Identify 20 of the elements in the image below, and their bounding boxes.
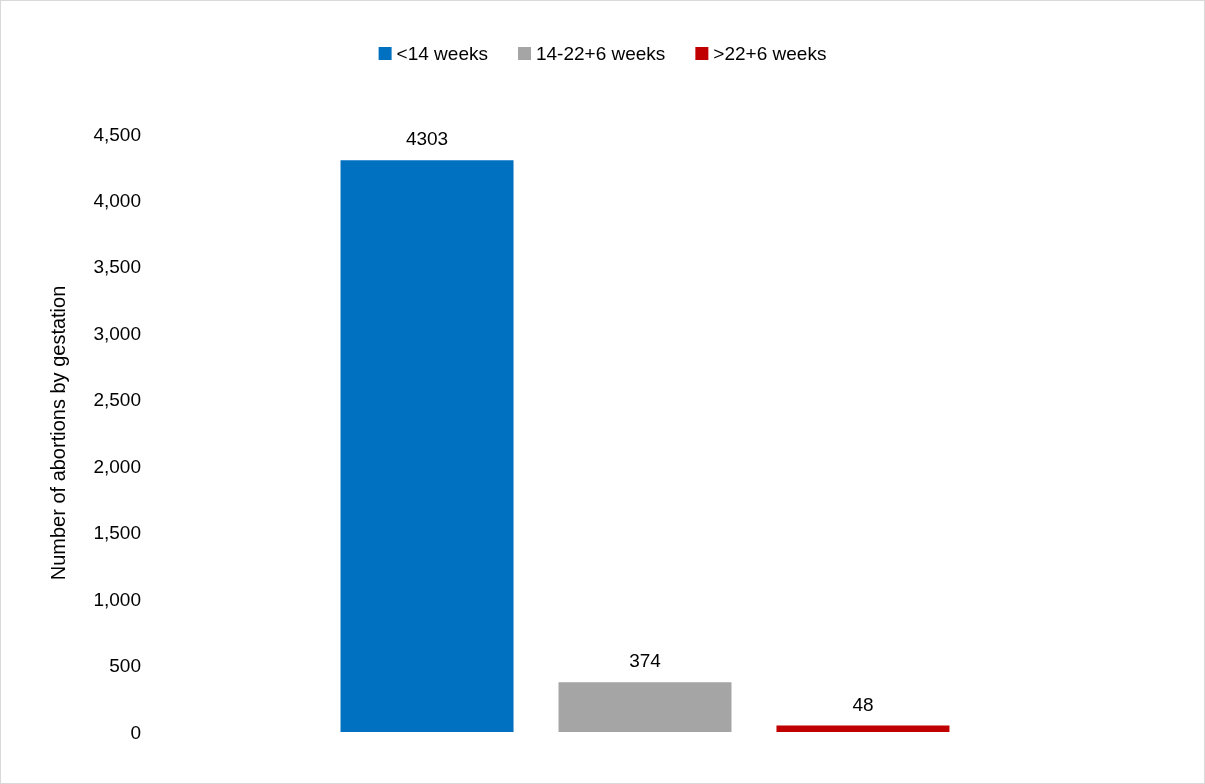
y-tick-label: 2,500 (93, 389, 141, 411)
y-tick-label: 4,000 (93, 189, 141, 211)
y-tick-label: 500 (109, 655, 141, 677)
data-label: 48 (852, 693, 874, 715)
y-tick-label: 3,500 (93, 256, 141, 278)
data-label: 374 (629, 650, 662, 672)
y-tick-label: 0 (130, 721, 141, 743)
legend-label: <14 weeks (396, 43, 488, 64)
y-tick-label: 2,000 (93, 455, 141, 477)
y-tick-label: 1,000 (93, 588, 141, 610)
bar (340, 160, 514, 732)
bar (558, 682, 732, 732)
legend-label: 14-22+6 weeks (535, 43, 666, 64)
data-label: 4303 (405, 128, 449, 150)
legend-label: >22+6 weeks (713, 43, 827, 64)
bar (776, 725, 950, 732)
y-tick-label: 4,500 (93, 123, 141, 145)
y-axis-title: Number of abortions by gestation (47, 285, 69, 581)
y-tick-label: 1,500 (93, 522, 141, 544)
y-tick-label: 3,000 (93, 322, 141, 344)
